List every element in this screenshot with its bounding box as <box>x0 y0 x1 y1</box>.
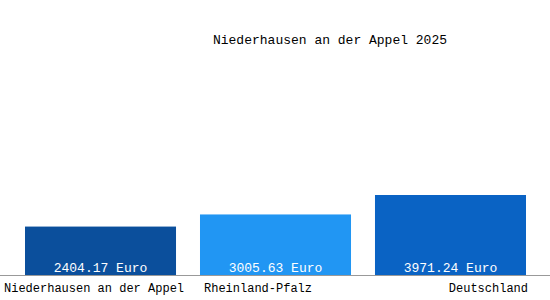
bar <box>375 195 526 275</box>
bars <box>25 195 526 275</box>
category-label: Deutschland <box>449 282 528 296</box>
category-label: Rheinland-Pfalz <box>204 282 312 296</box>
x-axis: Niederhausen an der Appel Rheinland-Pfalz… <box>0 276 550 297</box>
data-label: 3971.24 Euro <box>404 261 498 276</box>
data-labels: 2404.17 Euro 3005.63 Euro 3971.24 Euro <box>54 261 498 276</box>
data-label: 3005.63 Euro <box>229 261 323 276</box>
bar <box>25 227 176 275</box>
data-label: 2404.17 Euro <box>54 261 148 276</box>
chart: Niederhausen an der Appel 2025 Niederhaus… <box>0 0 550 300</box>
title: Niederhausen an der Appel 2025 <box>213 33 447 48</box>
bar <box>200 214 351 275</box>
category-label: Niederhausen an der Appel <box>4 282 184 296</box>
